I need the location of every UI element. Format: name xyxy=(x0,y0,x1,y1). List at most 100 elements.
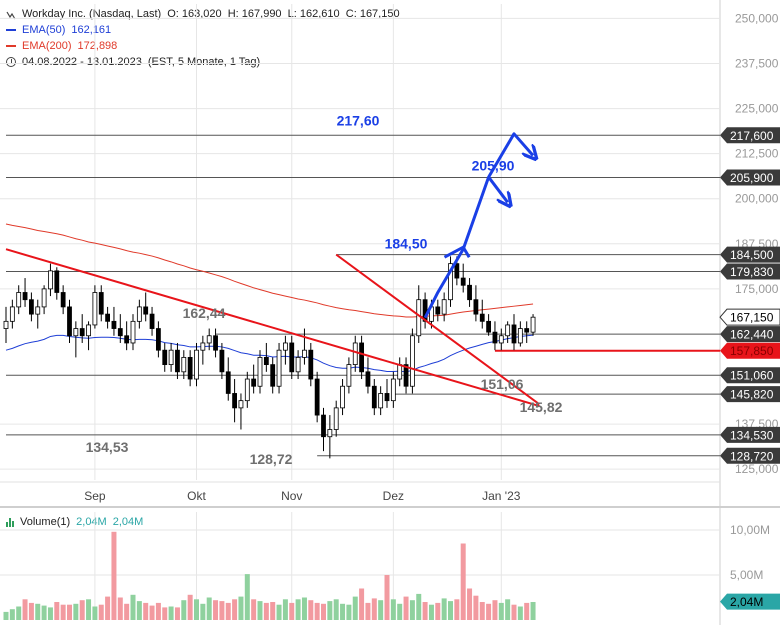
candle-body xyxy=(403,364,409,387)
volume-bar xyxy=(28,602,34,620)
price-tag-shape xyxy=(720,386,780,403)
candle-body xyxy=(60,292,66,308)
volume-bar xyxy=(181,600,187,620)
ema50-line xyxy=(5,334,534,373)
volume-bar xyxy=(219,601,225,620)
volume-bar xyxy=(111,531,117,620)
price-annotation: 162,44 xyxy=(183,305,226,321)
price-tag: 162,440 xyxy=(720,326,780,343)
ema200-swatch xyxy=(6,45,16,47)
x-tick-label: Okt xyxy=(187,489,206,503)
x-tick-label: Sep xyxy=(84,489,106,503)
trend-line xyxy=(335,253,540,406)
y-tick-label: 200,000 xyxy=(735,192,779,206)
volume-bar xyxy=(505,599,511,620)
volume-bar xyxy=(492,600,498,620)
volume-bar xyxy=(67,604,72,620)
volume-bar xyxy=(270,602,276,620)
volume-bar xyxy=(479,602,485,620)
candle-body xyxy=(384,393,390,402)
candle-body xyxy=(168,349,174,366)
candle-body xyxy=(492,331,498,344)
volume-bar xyxy=(378,600,384,620)
volume-bar xyxy=(232,599,238,620)
ema200-value: 172,898 xyxy=(77,40,118,52)
price-tag: 179,830 xyxy=(720,263,780,280)
candle-body xyxy=(352,342,358,366)
legend-range-row: 04.08.2022 - 13.01.2023 (EST, 5 Monate, … xyxy=(6,54,400,70)
volume-bar xyxy=(454,599,460,620)
volume-bar xyxy=(276,604,282,620)
price-tag-label: 179,830 xyxy=(730,265,774,279)
volume-bar xyxy=(448,601,453,620)
candle-body xyxy=(194,349,199,380)
price-annotation: 134,53 xyxy=(86,439,129,455)
price-tag-shape xyxy=(720,246,780,263)
legend-ema50-row: EMA(50) 162,161 xyxy=(6,22,400,38)
price-annotation: 151,06 xyxy=(481,376,524,392)
candle-body xyxy=(117,328,123,337)
candle-body xyxy=(479,313,485,322)
projection-arrow-mid-head xyxy=(443,245,471,259)
candle-body xyxy=(238,400,244,409)
price-tag: 151,060 xyxy=(720,367,780,384)
candle-body xyxy=(282,342,288,351)
price-tag-shape xyxy=(720,326,780,343)
candle-body xyxy=(460,277,466,286)
volume-bar xyxy=(149,605,155,620)
volume-tick-label: 5,00M xyxy=(730,568,763,582)
volume-bar xyxy=(187,594,193,620)
volume-bar xyxy=(428,604,434,620)
volume-bar xyxy=(79,600,85,620)
price-tag: 217,600 xyxy=(720,127,780,144)
candle-body xyxy=(3,320,9,329)
volume-bar xyxy=(371,598,377,620)
price-tag-shape xyxy=(720,447,780,464)
volume-bar xyxy=(16,606,22,620)
volume-bar xyxy=(511,604,517,620)
candle-body xyxy=(48,270,53,290)
volume-bar xyxy=(73,603,79,620)
price-tag-label: 151,060 xyxy=(730,369,774,383)
candle-body xyxy=(314,378,320,416)
volume-bar xyxy=(486,603,492,620)
volume-bar xyxy=(251,599,257,620)
price-tag-label: 145,820 xyxy=(730,388,774,402)
price-tag-label: 205,900 xyxy=(730,171,774,185)
price-tag: 134,530 xyxy=(720,426,780,443)
candle-body xyxy=(378,393,384,409)
price-annotation: 205,90 xyxy=(472,157,515,173)
volume-bar xyxy=(498,602,504,620)
volume-bar xyxy=(92,606,98,620)
candle-body xyxy=(232,393,238,409)
volume-bar xyxy=(301,597,307,620)
candle-body xyxy=(28,299,34,315)
volume-bar xyxy=(3,611,9,620)
price-tag-label: 162,440 xyxy=(730,328,774,342)
candle-body xyxy=(86,324,91,337)
candle-body xyxy=(200,342,206,351)
ema50-swatch xyxy=(6,29,16,31)
candle-body xyxy=(219,349,225,373)
volume-bar xyxy=(105,596,111,620)
candle-body xyxy=(143,306,149,315)
volume-bar xyxy=(473,595,479,620)
volume-bar xyxy=(168,606,174,620)
ema50-value: 162,161 xyxy=(71,24,112,36)
y-tick-label: 125,000 xyxy=(735,462,779,476)
volume-bar xyxy=(359,588,365,620)
projection-arrow-branch xyxy=(487,176,508,202)
volume-bar xyxy=(409,600,415,620)
candle-body xyxy=(187,356,193,380)
candle-body xyxy=(365,371,371,387)
candle-body xyxy=(454,263,460,279)
price-tag-label: 167,150 xyxy=(730,311,774,325)
price-tag: 145,820 xyxy=(720,386,780,403)
price-tag-label: 128,720 xyxy=(730,449,774,463)
volume-bar xyxy=(295,599,301,620)
price-tag-shape xyxy=(720,342,780,359)
candle-body xyxy=(105,313,110,322)
candle-body xyxy=(181,356,187,373)
candle-body xyxy=(263,356,269,366)
